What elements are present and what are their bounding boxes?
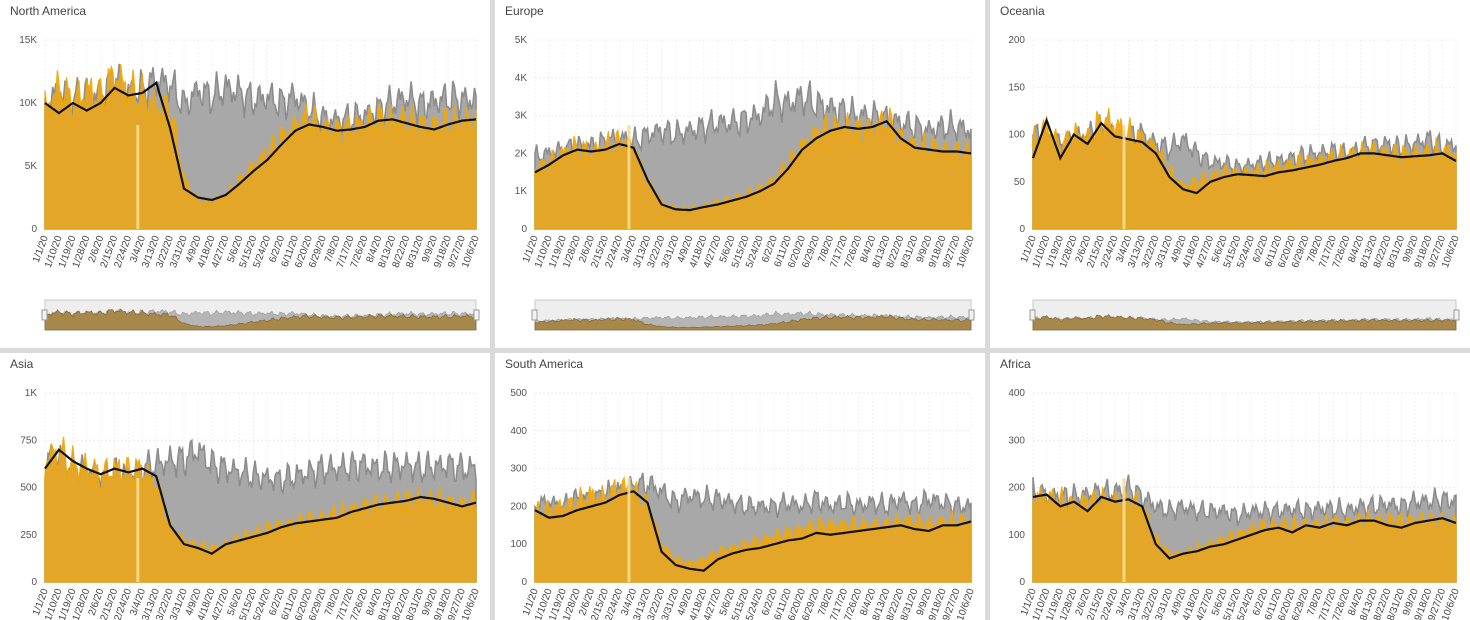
y-tick-label: 0 <box>31 224 37 235</box>
series-line <box>534 490 972 572</box>
series-line <box>44 80 477 202</box>
area-chart: 05K10K15K1/1/201/10/201/19/201/28/202/6/… <box>19 35 482 331</box>
chart-title: Africa <box>1000 357 1031 371</box>
navigator-series <box>534 314 972 331</box>
navigator-series <box>1032 314 1457 331</box>
chart-title: Europe <box>505 4 544 18</box>
y-tick-label: 400 <box>1008 388 1025 399</box>
marker-bar <box>627 478 631 582</box>
y-tick-label: 250 <box>20 530 37 541</box>
panel-asia: Asia 0 250 500 750 1K 1/1/20 1/10/20 1/19/20 1/2… <box>0 353 490 620</box>
panel-europe: Europe 0 1K 2K 3K 4K 5K 1/1/20 1/10/20 1/19/20 1/… <box>495 0 985 348</box>
series-area <box>1032 108 1457 230</box>
y-tick-label: 10K <box>19 98 37 109</box>
y-tick-label: 0 <box>1019 224 1025 235</box>
y-tick-label: 750 <box>20 435 37 446</box>
y-tick-label: 100 <box>1008 530 1025 541</box>
y-tick-label: 0 <box>521 577 527 588</box>
y-tick-label: 15K <box>19 35 37 46</box>
series-area <box>1032 486 1457 583</box>
area-chart: 01002003004001/1/201/10/201/19/201/28/20… <box>1008 388 1462 620</box>
y-tick-label: 5K <box>25 161 38 172</box>
y-tick-label: 3K <box>515 111 528 122</box>
y-tick-label: 200 <box>1008 483 1025 494</box>
y-tick-label: 0 <box>31 577 37 588</box>
y-tick-label: 4K <box>515 73 528 84</box>
y-tick-label: 200 <box>510 501 527 512</box>
navigator-handle-right <box>968 309 975 321</box>
chart-title: South America <box>505 357 584 371</box>
navigator-handle-left <box>531 309 538 321</box>
y-tick-label: 100 <box>1008 130 1025 141</box>
y-tick-label: 150 <box>1008 82 1025 93</box>
navigator-handle-left <box>41 309 48 321</box>
marker-bar <box>1122 125 1126 229</box>
series-line <box>1031 117 1457 195</box>
series-area <box>44 63 477 230</box>
y-tick-label: 5K <box>515 35 528 46</box>
y-tick-label: 300 <box>1008 435 1025 446</box>
chart-title: Asia <box>10 357 34 371</box>
marker-bar <box>136 125 140 229</box>
panel-south-america: South America 0 100 200 300 400 500 1/1/20 1/10… <box>495 353 985 620</box>
y-tick-label: 500 <box>20 483 37 494</box>
y-tick-label: 300 <box>510 464 527 475</box>
marker-bar <box>1122 478 1126 582</box>
y-tick-label: 50 <box>1014 177 1026 188</box>
panel-africa: Africa 0 100 200 300 400 1/1/20 1/10/20 1/19/20… <box>990 353 1470 620</box>
y-tick-label: 500 <box>510 388 527 399</box>
area-chart: 01K2K3K4K5K1/1/201/10/201/19/201/28/202/… <box>515 35 977 331</box>
marker-bar <box>136 478 140 582</box>
series-line <box>534 119 972 212</box>
navigator-handle-right <box>1453 309 1460 321</box>
navigator-handle-left <box>1029 309 1036 321</box>
series-line <box>1032 493 1457 560</box>
navigator-series <box>44 308 477 331</box>
y-tick-label: 400 <box>510 426 527 437</box>
y-tick-label: 0 <box>521 224 527 235</box>
area-chart: 0501001502001/1/201/10/201/19/201/28/202… <box>1008 35 1462 331</box>
series-line <box>44 448 477 555</box>
panel-north-america: North America 0 5K 10K 15K 1/1/20 1/10/20 1/19… <box>0 0 490 348</box>
marker-bar <box>627 125 631 229</box>
area-chart: 02505007501K1/1/201/10/201/19/201/28/202… <box>20 388 482 620</box>
area-chart: 01002003004005001/1/201/10/201/19/201/28… <box>510 388 977 620</box>
chart-title: North America <box>10 4 87 18</box>
y-tick-label: 100 <box>510 539 527 550</box>
navigator-handle-right <box>473 309 480 321</box>
y-tick-label: 2K <box>515 148 528 159</box>
y-tick-label: 0 <box>1019 577 1025 588</box>
y-tick-label: 1K <box>515 186 528 197</box>
chart-title: Oceania <box>1000 4 1045 18</box>
y-tick-label: 200 <box>1008 35 1025 46</box>
panel-oceania: Oceania 0 50 100 150 200 1/1/20 1/10/20 1/19/20… <box>990 0 1470 348</box>
y-tick-label: 1K <box>25 388 38 399</box>
